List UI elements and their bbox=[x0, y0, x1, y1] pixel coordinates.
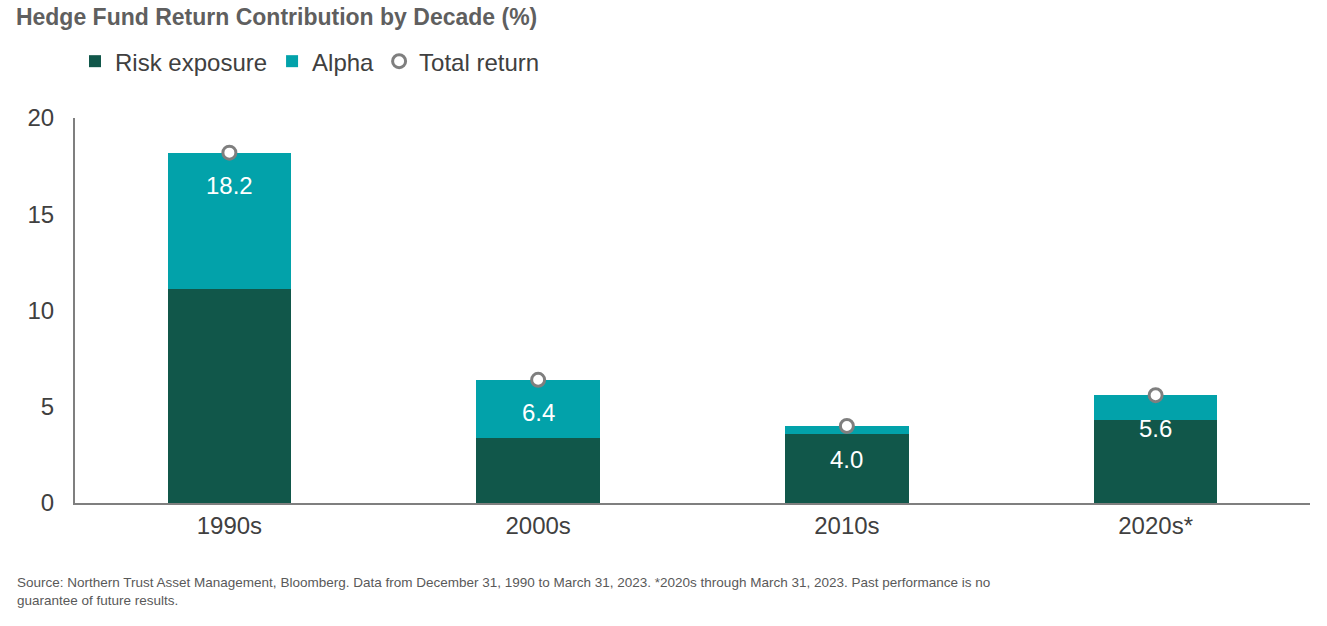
svg-text:2020s*: 2020s* bbox=[1118, 512, 1193, 539]
svg-text:18.2: 18.2 bbox=[206, 172, 253, 199]
svg-text:2000s: 2000s bbox=[505, 512, 570, 539]
svg-text:Alpha: Alpha bbox=[312, 49, 374, 76]
svg-text:1990s: 1990s bbox=[197, 512, 262, 539]
svg-text:4.0: 4.0 bbox=[830, 446, 863, 473]
svg-text:6.4: 6.4 bbox=[522, 399, 555, 426]
svg-text:0: 0 bbox=[41, 489, 54, 516]
svg-text:10: 10 bbox=[27, 297, 54, 324]
svg-text:Source: Northern Trust Asset M: Source: Northern Trust Asset Management,… bbox=[17, 575, 990, 608]
svg-text:Risk exposure: Risk exposure bbox=[115, 49, 267, 76]
svg-text:Total return: Total return bbox=[419, 49, 539, 76]
svg-text:15: 15 bbox=[27, 201, 54, 228]
svg-text:2010s: 2010s bbox=[814, 512, 879, 539]
svg-text:5: 5 bbox=[41, 393, 54, 420]
svg-text:5.6: 5.6 bbox=[1139, 415, 1172, 442]
svg-text:Hedge Fund Return Contribution: Hedge Fund Return Contribution by Decade… bbox=[16, 4, 537, 30]
svg-text:20: 20 bbox=[27, 104, 54, 131]
